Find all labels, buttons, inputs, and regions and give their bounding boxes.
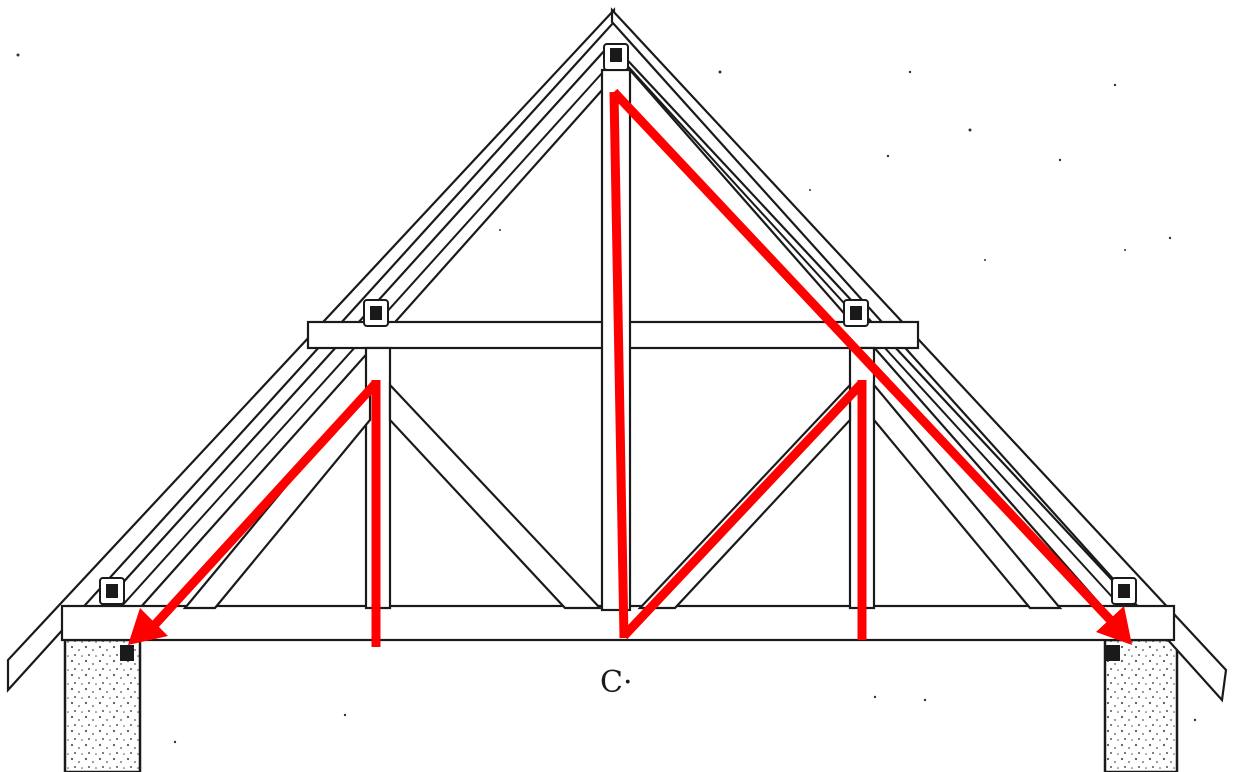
left-diagonal-force-line — [146, 379, 380, 634]
bolt-icon — [1106, 645, 1120, 661]
right-rafter-force-line — [610, 88, 1119, 629]
bolt-icon — [363, 299, 389, 327]
right-support-wall — [1103, 638, 1179, 772]
bolt-icon — [99, 577, 125, 605]
left-support-wall — [63, 638, 142, 772]
right-outer-brace — [872, 381, 1063, 610]
right-outer-rafter — [610, 7, 1228, 703]
arrowhead-icon — [128, 608, 168, 645]
center-mark: C· — [600, 665, 633, 700]
arrowhead-icon — [1096, 606, 1132, 645]
right-inner-brace — [637, 382, 852, 610]
bolt-icon — [603, 43, 629, 71]
scan-specks — [16, 53, 1197, 744]
king-post-force-line — [609, 91, 629, 639]
bolt-icon — [1111, 577, 1137, 605]
left-outer-rafter — [6, 7, 616, 693]
center-diagonal-force-line — [620, 379, 866, 640]
left-inner-brace — [388, 382, 603, 610]
bottom-chord — [60, 604, 1176, 642]
load-path-overlay — [128, 88, 1132, 647]
bolt-icon — [120, 645, 134, 661]
bolt-icon — [843, 299, 869, 327]
